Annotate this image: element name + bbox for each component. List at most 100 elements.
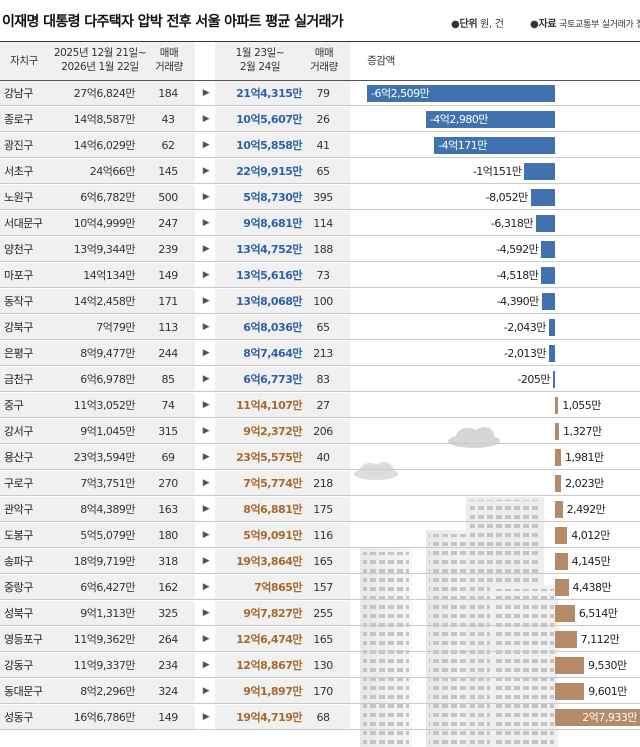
volume-after: 165	[313, 555, 333, 568]
change-label: 1,327만	[563, 425, 602, 438]
price-after: 9억7,827만	[243, 607, 302, 620]
volume-after: 73	[316, 269, 331, 282]
change-bar	[555, 657, 584, 674]
arrow-right-icon: ▶	[202, 556, 210, 566]
change-label: 4,145만	[571, 555, 611, 568]
volume-after: 65	[316, 321, 331, 334]
price-after: 10억5,607만	[236, 113, 302, 126]
price-after: 8억7,464만	[243, 347, 302, 360]
arrow-right-icon: ▶	[202, 114, 210, 124]
change-label: 1,981만	[565, 451, 604, 464]
title-bar: 이재명 대통령 다주택자 압박 전후 서울 아파트 평균 실거래가 ●단위 원,…	[0, 0, 640, 40]
district-name: 서초구	[4, 165, 33, 178]
district-name: 강남구	[4, 87, 33, 100]
source-label: 자료	[538, 19, 557, 30]
price-before: 27억6,824만	[73, 87, 136, 100]
district-name: 중랑구	[4, 581, 33, 594]
change-bar	[541, 293, 555, 310]
price-before: 11억9,362만	[73, 633, 136, 646]
arrow-right-icon: ▶	[202, 400, 210, 410]
price-after: 7억5,774만	[243, 477, 302, 490]
price-before: 6억6,427만	[80, 581, 135, 594]
district-name: 구로구	[4, 477, 33, 490]
source-note: ●자료 국토교통부 실거래가 정보	[530, 15, 640, 30]
change-label: -4,592만	[496, 243, 539, 256]
table-row: 영등포구 11억9,362만 264 ▶ 12억6,474만 165 7,112만	[0, 626, 640, 652]
header-after-line2: 2월 24일	[239, 61, 281, 73]
district-name: 강동구	[4, 659, 33, 672]
change-label: -4억171만	[438, 139, 487, 152]
table-row: 서대문구 10억4,999만 247 ▶ 9억8,681만 114 -6,318만	[0, 210, 640, 236]
volume-after: 165	[313, 633, 333, 646]
table-row: 강북구 7억79만 113 ▶ 6억8,036만 65 -2,043만	[0, 314, 640, 340]
district-name: 서대문구	[4, 217, 43, 230]
price-after: 13억8,068만	[236, 295, 302, 308]
volume-before: 244	[158, 347, 178, 360]
arrow-right-icon: ▶	[202, 322, 210, 332]
change-bar	[553, 371, 555, 388]
table-header: 자치구 2025년 12월 21일~ 2026년 1월 22일 매매 거래량 1…	[0, 41, 640, 81]
arrow-right-icon: ▶	[202, 374, 210, 384]
district-name: 관악구	[4, 503, 33, 516]
arrow-right-icon: ▶	[202, 348, 210, 358]
district-name: 성동구	[4, 711, 33, 724]
source-value: 국토교통부 실거래가 정보	[559, 20, 640, 30]
price-after: 9억8,681만	[243, 217, 302, 230]
table-row: 용산구 23억3,594만 69 ▶ 23억5,575만 40 1,981만	[0, 444, 640, 470]
volume-before: 270	[158, 477, 178, 490]
change-label: 4,012만	[571, 529, 610, 542]
price-before: 18억9,719만	[73, 555, 136, 568]
price-before: 11억3,052만	[73, 399, 136, 412]
change-label: -6억2,509만	[371, 87, 430, 100]
change-bar	[555, 631, 577, 648]
change-label: -2,013만	[503, 347, 547, 360]
volume-after: 255	[313, 607, 333, 620]
change-bar	[555, 709, 640, 726]
district-name: 성북구	[4, 607, 33, 620]
arrow-right-icon: ▶	[202, 504, 210, 514]
change-bar	[548, 319, 555, 336]
change-bar	[548, 345, 555, 362]
unit-value: 원, 건	[480, 19, 504, 30]
change-bar	[434, 137, 555, 154]
arrow-right-icon: ▶	[202, 244, 210, 254]
change-bar	[541, 267, 555, 284]
table-row: 구로구 7억3,751만 270 ▶ 7억5,774만 218 2,023만	[0, 470, 640, 496]
change-bar	[555, 501, 563, 518]
volume-before: 325	[158, 607, 178, 620]
header-vol1-line1: 매매	[159, 47, 179, 59]
volume-after: 65	[316, 165, 331, 178]
volume-before: 43	[161, 113, 176, 126]
change-bar	[555, 449, 562, 466]
district-name: 노원구	[4, 191, 33, 204]
header-volume-after: 매매 거래량	[303, 46, 345, 74]
change-bar	[535, 215, 555, 232]
header-district: 자치구	[10, 55, 38, 67]
header-volume-before: 매매 거래량	[148, 46, 190, 74]
price-before: 24억66만	[89, 165, 136, 178]
table-row: 광진구 14억6,029만 62 ▶ 10억5,858만 41 -4억171만	[0, 132, 640, 158]
change-label: -205만	[517, 373, 550, 386]
volume-after: 395	[313, 191, 333, 204]
price-after: 6억6,773만	[243, 373, 302, 386]
volume-after: 206	[313, 425, 333, 438]
price-after: 7억865만	[254, 581, 302, 594]
arrow-right-icon: ▶	[202, 478, 210, 488]
district-name: 도봉구	[4, 529, 33, 542]
arrow-right-icon: ▶	[202, 270, 210, 280]
price-before: 9억1,045만	[80, 425, 135, 438]
change-label: 2,492만	[566, 503, 606, 516]
volume-before: 184	[158, 87, 178, 100]
volume-before: 149	[158, 711, 178, 724]
table-row: 동작구 14억2,458만 171 ▶ 13억8,068만 100 -4,390만	[0, 288, 640, 314]
arrow-right-icon: ▶	[202, 608, 210, 618]
volume-after: 116	[313, 529, 333, 542]
table-row: 금천구 6억6,978만 85 ▶ 6억6,773만 83 -205만	[0, 366, 640, 392]
change-bar	[555, 579, 569, 596]
change-bar	[555, 423, 560, 440]
arrow-right-icon: ▶	[202, 426, 210, 436]
volume-after: 170	[313, 685, 333, 698]
table-row: 양천구 13억9,344만 239 ▶ 13억4,752만 188 -4,592만	[0, 236, 640, 262]
volume-after: 218	[313, 477, 333, 490]
district-name: 중구	[4, 399, 24, 412]
